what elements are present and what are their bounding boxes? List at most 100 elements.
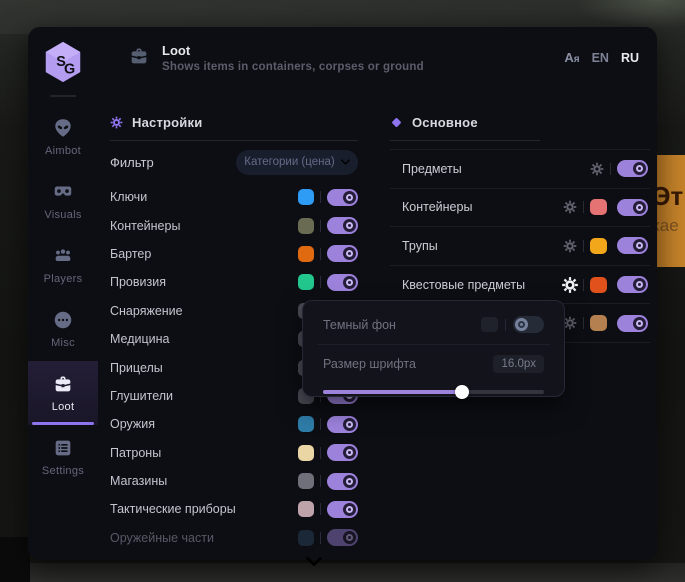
slider-fill [323,390,463,394]
sidebar-item-visuals[interactable]: Visuals [28,169,98,233]
dark-bg-label: Темный фон [323,317,396,332]
dark-bg-toggle[interactable] [513,316,544,333]
sidebar: S G Aimbot [28,27,98,560]
app-logo: S G [40,39,86,85]
category-label: Патроны [110,445,162,460]
category-toggle[interactable] [327,472,358,490]
gear-icon[interactable] [590,162,604,176]
filters-panel: Настройки Фильтр Категории (цена) Ключи … [110,109,358,552]
gear-icon[interactable] [561,276,579,294]
category-toggle[interactable] [327,444,358,462]
filter-category-row: Оружия [110,410,358,438]
category-toggle[interactable] [327,529,358,547]
setting-label: Квестовые предметы [402,277,526,292]
main-setting-row: Квестовые предметы [390,266,650,305]
main-settings-panel: Основное Предметы Контейнеры Трупы Квест… [390,109,650,343]
setting-label: Контейнеры [402,200,473,215]
setting-toggle[interactable] [617,237,648,255]
filter-category-row: Оружейные части [110,524,358,552]
language-switcher: Aя EN RU [564,51,639,65]
divider [320,418,321,431]
lang-option-en[interactable]: EN [591,51,609,65]
setting-toggle[interactable] [617,160,648,178]
gear-icon[interactable] [563,200,577,214]
slider-knob[interactable] [455,385,470,399]
color-swatch[interactable] [298,444,314,461]
sidebar-item-loot[interactable]: Loot [28,361,98,425]
divider [583,201,584,214]
scroll-more-chevron[interactable] [306,553,322,571]
gear-icon[interactable] [563,239,577,253]
sign-text: Эт [652,181,684,211]
category-label: Прицелы [110,360,163,375]
color-swatch[interactable] [298,416,314,433]
divider [320,446,321,459]
sidebar-item-label: Visuals [44,209,82,221]
filter-category-row: Бартер [110,240,358,268]
category-label: Бартер [110,246,152,261]
lang-option-ru[interactable]: RU [620,51,639,65]
category-toggle[interactable] [327,500,358,518]
color-swatch[interactable] [590,315,607,332]
main-settings-list: Предметы Контейнеры Трупы Квестовые пред… [390,149,650,343]
color-swatch[interactable] [298,529,314,546]
color-swatch[interactable] [590,276,607,293]
category-toggle[interactable] [327,217,358,235]
category-label: Тактические приборы [110,502,236,517]
sidebar-item-misc[interactable]: Misc [28,297,98,361]
dark-bg-row: Темный фон [323,311,544,338]
setting-toggle[interactable] [617,198,648,216]
category-toggle[interactable] [327,415,358,433]
dark-bg-swatch[interactable] [481,317,498,332]
filter-category-list: Ключи Контейнеры Бартер Провизия Снаряже… [110,183,358,552]
main-setting-row: Трупы [390,227,650,266]
category-label: Провизия [110,275,166,290]
color-swatch[interactable] [298,189,314,206]
goggles-icon [54,186,72,196]
sidebar-item-aimbot[interactable]: Aimbot [28,105,98,169]
category-label: Ключи [110,190,148,205]
divider [317,344,550,345]
color-swatch[interactable] [298,501,314,518]
sidebar-item-players[interactable]: Players [28,233,98,297]
divider [320,503,321,516]
background-corner [0,537,30,582]
font-size-value: 16.0px [493,354,544,373]
gear-icon[interactable] [563,316,577,330]
filter-dropdown[interactable]: Категории (цена) [236,149,358,175]
category-toggle[interactable] [327,273,358,291]
display-settings-popup: Темный фон Размер шрифта 16.0px [302,300,565,400]
category-label: Медицина [110,332,170,347]
sidebar-item-settings[interactable]: Settings [28,425,98,489]
divider [320,531,321,544]
divider [583,239,584,252]
color-swatch[interactable] [298,245,314,262]
divider [320,219,321,232]
chat-dots-icon [54,311,72,329]
svg-text:S: S [56,54,66,70]
setting-toggle[interactable] [617,276,648,294]
setting-toggle[interactable] [617,314,648,332]
briefcase-icon [52,373,74,395]
color-swatch[interactable] [590,237,607,254]
filter-category-row: Ключи [110,183,358,211]
setting-label: Предметы [402,161,462,176]
sign-text: кае [652,216,679,235]
filter-category-row: Патроны [110,439,358,467]
players-icon [55,249,71,261]
divider [320,475,321,488]
color-swatch[interactable] [298,473,314,490]
filters-panel-title: Настройки [132,114,203,130]
font-size-slider[interactable] [323,384,544,400]
color-swatch[interactable] [298,274,314,291]
category-toggle[interactable] [327,188,358,206]
page-title: Loot [162,43,191,58]
color-swatch[interactable] [590,199,607,216]
sidebar-divider [50,95,76,97]
color-swatch[interactable] [298,217,314,234]
sidebar-nav: Aimbot Visuals Players [28,105,98,489]
divider [320,191,321,204]
divider [320,247,321,260]
category-toggle[interactable] [327,245,358,263]
